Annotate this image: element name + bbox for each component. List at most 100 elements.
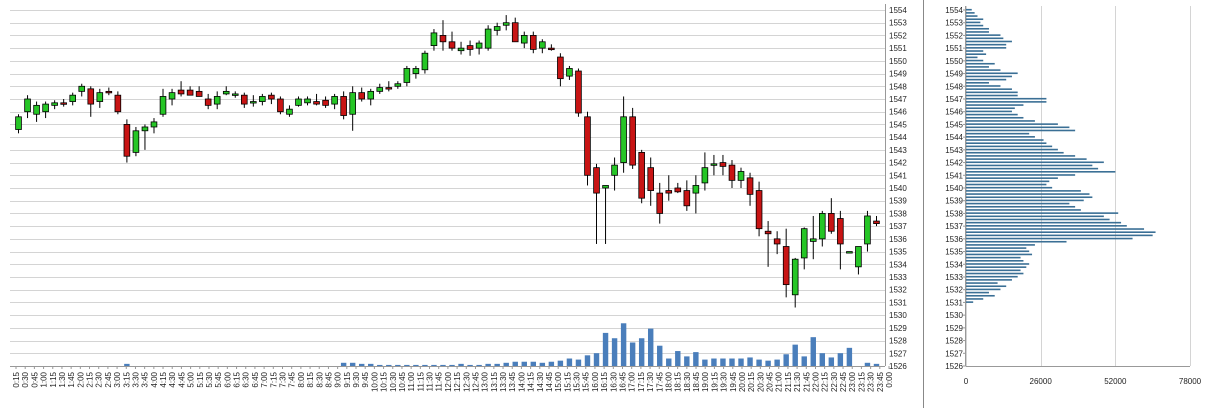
volume-bar bbox=[413, 364, 419, 366]
candle-body-down bbox=[466, 45, 474, 50]
price-tick-label: 1528 bbox=[889, 337, 907, 346]
volume-bar bbox=[738, 358, 744, 366]
candle bbox=[692, 175, 700, 214]
volume-bar bbox=[548, 361, 555, 366]
time-tick-label: 9:30 bbox=[352, 371, 361, 387]
time-tick-label: 22:15 bbox=[821, 371, 830, 392]
profile-bar bbox=[966, 97, 1047, 100]
time-tick-label: 20:00 bbox=[738, 371, 747, 392]
time-tick-label: 4:00 bbox=[150, 371, 159, 387]
profile-price-label: 1550 bbox=[945, 57, 963, 66]
price-tick-label: 1538 bbox=[889, 209, 907, 218]
profile-bar bbox=[966, 231, 1156, 233]
time-tick-label: 18:30 bbox=[683, 371, 692, 392]
candle bbox=[313, 93, 320, 106]
profile-price-label: 1542 bbox=[945, 159, 963, 168]
time-tick-label: 8:30 bbox=[315, 371, 324, 387]
profile-bar bbox=[966, 75, 1012, 78]
profile-price-label: 1552 bbox=[945, 31, 963, 40]
profile-bar bbox=[966, 94, 1018, 97]
time-tick-label: 20:15 bbox=[747, 371, 756, 392]
profile-bar bbox=[966, 167, 1099, 170]
candle bbox=[87, 86, 95, 117]
candle-body-down bbox=[837, 218, 844, 245]
candle bbox=[520, 31, 528, 49]
time-tick-label: 12:45 bbox=[471, 371, 480, 392]
time-tick-label: 12:15 bbox=[453, 371, 462, 392]
profile-bar bbox=[966, 151, 1064, 154]
time-tick-label: 19:30 bbox=[720, 371, 729, 392]
time-tick-label: 1:30 bbox=[58, 371, 67, 387]
time-tick-label: 16:00 bbox=[591, 371, 600, 392]
profile-bar bbox=[966, 279, 1012, 281]
volume-profile-bars bbox=[966, 8, 1156, 303]
price-tick-label: 1537 bbox=[889, 222, 907, 231]
profile-price-label: 1528 bbox=[945, 337, 963, 346]
candle bbox=[484, 25, 492, 51]
candle bbox=[593, 163, 600, 244]
profile-bar bbox=[966, 288, 1001, 291]
candle-body-up bbox=[457, 47, 465, 52]
volume-bar bbox=[386, 364, 392, 366]
profile-bar bbox=[966, 129, 1076, 132]
volume-bar bbox=[575, 359, 582, 366]
candle bbox=[69, 92, 76, 106]
candle bbox=[150, 118, 158, 134]
profile-bar bbox=[966, 171, 1116, 173]
candle bbox=[403, 65, 411, 87]
candle bbox=[412, 65, 420, 79]
candle-body-up bbox=[159, 96, 167, 115]
volume-bar bbox=[440, 364, 446, 366]
price-tick-label: 1531 bbox=[889, 298, 907, 307]
candle bbox=[683, 180, 691, 211]
candle-body-down bbox=[647, 167, 654, 191]
volume-bar bbox=[774, 359, 780, 366]
candle bbox=[132, 126, 140, 157]
candle bbox=[647, 157, 654, 206]
profile-price-label: 1554 bbox=[945, 6, 963, 15]
volume-bar bbox=[377, 364, 383, 366]
profile-bar bbox=[966, 21, 981, 24]
time-tick-label: 1:15 bbox=[49, 371, 58, 387]
candle-body-down bbox=[439, 35, 447, 43]
candle-body-down bbox=[656, 192, 664, 214]
price-tick-label: 1542 bbox=[889, 159, 907, 168]
profile-bar bbox=[966, 225, 1127, 227]
candle-body-down bbox=[719, 162, 727, 167]
profile-price-label: 1538 bbox=[945, 209, 963, 218]
candle-body-down bbox=[511, 22, 519, 43]
candle-body-up bbox=[394, 83, 402, 87]
candle-body-up bbox=[475, 42, 483, 49]
candle-body-down bbox=[340, 96, 347, 116]
time-tick-label: 19:45 bbox=[729, 371, 738, 392]
candle-body-down bbox=[385, 87, 393, 90]
profile-price-label: 1536 bbox=[945, 235, 963, 244]
volume-bar bbox=[756, 359, 762, 366]
volume-bar bbox=[485, 363, 491, 366]
volume-bar bbox=[792, 344, 798, 366]
time-tick-label: 15:15 bbox=[563, 371, 572, 392]
candle bbox=[358, 87, 365, 102]
time-tick-label: 15:30 bbox=[573, 371, 582, 392]
candle bbox=[584, 111, 591, 186]
time-tick-label: 23:30 bbox=[867, 371, 876, 392]
candle-body-up bbox=[800, 228, 808, 259]
candle bbox=[855, 246, 862, 275]
profile-bar bbox=[966, 269, 1021, 272]
profile-price-label: 1534 bbox=[945, 260, 963, 269]
profile-bar bbox=[966, 113, 1018, 116]
candle-body-down bbox=[448, 41, 456, 49]
candle-body-down bbox=[241, 94, 248, 105]
candle-body-up bbox=[78, 85, 86, 92]
profile-bar bbox=[966, 148, 1058, 151]
time-tick-label: 14:00 bbox=[517, 371, 526, 392]
time-tick-label: 0:45 bbox=[30, 371, 39, 387]
profile-bar bbox=[966, 15, 978, 17]
price-tick-label: 1534 bbox=[889, 260, 907, 269]
candle bbox=[141, 124, 149, 150]
candle-body-down bbox=[186, 89, 194, 96]
candle bbox=[177, 81, 185, 97]
profile-bar bbox=[966, 43, 1007, 46]
candle bbox=[331, 93, 338, 110]
candle bbox=[674, 182, 682, 194]
